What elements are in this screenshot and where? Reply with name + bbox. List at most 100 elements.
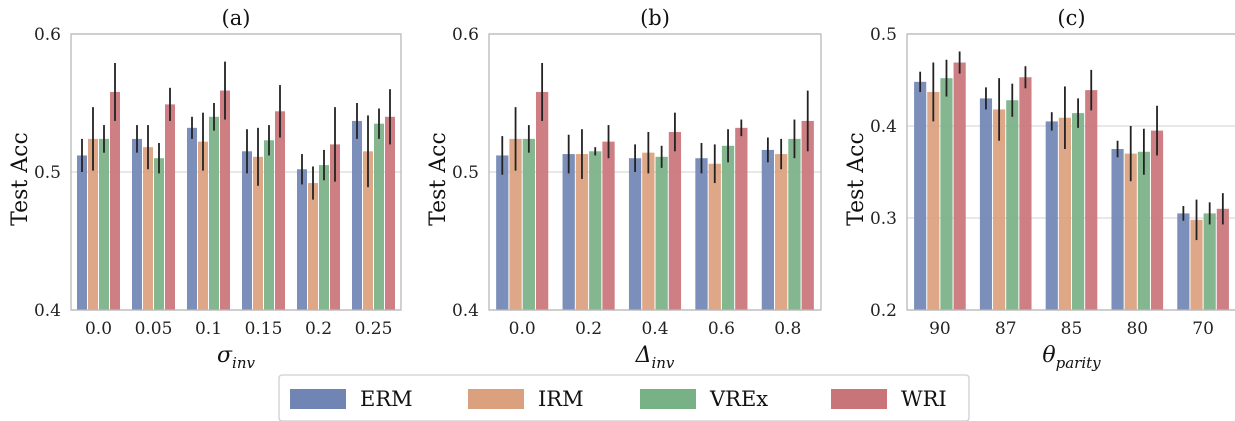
bar-wri-85 [1085,90,1098,311]
y-tick-label: 0.3 [870,209,897,229]
bar-erm-0.25 [352,120,362,310]
bar-irm-0.4 [642,152,655,310]
y-axis-label: Test Acc [426,132,451,226]
bar-vrex-0.6 [721,145,735,310]
axes-frame [70,33,402,311]
bar-erm-0.1 [187,127,197,310]
y-tick-label: 0.4 [870,117,897,137]
legend-box [278,374,970,421]
bar-vrex-0.4 [655,156,668,310]
x-tick-label: 0.2 [305,319,332,339]
bar-wri-0.15 [275,111,285,310]
panel-1: 0.4 0.5 0.6 0.0 0.05 0.1 0.15 0.2 0.25 (a) Test Ac… [8,6,402,372]
bar-vrex-0.8 [788,138,801,310]
bar-wri-80 [1150,130,1164,310]
bar-erm-70 [1177,213,1190,310]
x-tick-label: 0.25 [355,319,393,339]
bar-vrex-0.15 [264,140,274,310]
bar-vrex-0.05 [154,158,164,310]
bar-erm-0.0 [77,155,87,310]
x-axis-label-base: Δ [635,343,652,368]
bar-wri-0.05 [165,104,175,310]
bar-wri-87 [1019,77,1032,311]
bar-erm-90 [914,81,927,310]
bar-erm-85 [1045,121,1058,311]
bar-vrex-0.25 [374,123,384,310]
bar-wri-0.0 [110,91,120,311]
panel-3: 0.2 0.3 0.4 0.5 90 87 85 80 70 (c) Test Acc θparity [844,6,1235,372]
bar-vrex-0.2 [589,151,602,310]
y-tick-label: 0.2 [870,301,897,321]
bar-irm-0.2 [308,183,318,310]
bar-wri-0.0 [535,91,549,311]
panel-title: (b) [640,6,670,30]
x-axis-label: Δinv [635,343,675,372]
bar-wri-0.4 [668,131,682,310]
bar-erm-0.2 [562,154,575,310]
bar-erm-80 [1111,149,1124,310]
bar-vrex-80 [1137,151,1150,310]
bar-irm-87 [993,109,1006,310]
x-axis-label-sub: inv [232,354,255,372]
bar-wri-0.1 [220,90,230,310]
bar-vrex-90 [940,78,953,310]
axes-frame [488,33,822,311]
y-axis-label: Test Acc [8,132,33,226]
x-axis-label-sub: parity [1056,354,1102,372]
bar-wri-0.2 [602,141,615,310]
panel-title: (a) [222,6,251,30]
bar-irm-0.1 [198,141,208,310]
panel-title: (c) [1057,6,1085,30]
bar-irm-0.25 [363,151,373,310]
bar-erm-87 [979,98,993,311]
x-axis-label-base: θ [1042,343,1055,368]
y-tick-label: 0.4 [452,301,479,321]
bar-erm-0.6 [695,158,708,310]
legend-swatch-irm [468,389,524,409]
bar-irm-85 [1058,117,1071,310]
y-axis-label: Test Acc [844,132,869,226]
bar-vrex-0.0 [522,138,535,310]
bar-irm-80 [1124,153,1137,310]
x-tick-label: 80 [1126,319,1148,339]
bar-wri-0.2 [330,144,340,310]
bar-erm-0.15 [242,151,252,310]
bar-irm-90 [927,91,940,311]
bar-irm-0.0 [509,138,522,310]
axes-frame [906,33,1235,311]
y-tick-label: 0.5 [870,25,897,45]
y-tick-label: 0.6 [452,25,479,45]
x-tick-label: 87 [995,319,1017,339]
x-tick-label: 70 [1192,319,1214,339]
y-tick-label: 0.5 [34,163,61,183]
bar-vrex-0.0 [99,138,109,310]
panel-2: 0.4 0.5 0.6 0.0 0.2 0.4 0.6 0.8 (b) Test Acc Δinv [426,6,822,372]
x-tick-label: 0.6 [708,319,735,339]
bar-irm-0.0 [88,138,98,310]
x-tick-label: 0.0 [85,319,112,339]
bar-erm-0.05 [132,138,142,310]
x-tick-label: 90 [929,319,951,339]
y-tick-label: 0.4 [34,301,61,321]
legend-label-erm: ERM [360,387,413,411]
bar-irm-70 [1190,219,1203,310]
legend-swatch-erm [290,389,346,409]
x-tick-label: 0.15 [245,319,283,339]
bar-irm-0.05 [143,147,153,310]
bar-wri-0.8 [801,120,814,310]
legend-swatch-vrex [640,389,696,409]
legend: ERM IRM VREx WRI [278,374,970,421]
bar-wri-0.25 [385,116,395,310]
bar-irm-0.8 [775,154,788,310]
legend-label-vrex: VREx [709,387,768,411]
legend-label-wri: WRI [901,387,947,411]
x-tick-label: 0.2 [575,319,602,339]
x-axis-label-base: σ [217,343,233,368]
y-tick-label: 0.5 [452,163,479,183]
x-tick-label: 0.8 [774,319,801,339]
bar-wri-90 [953,62,966,310]
x-axis-label-sub: inv [651,354,674,372]
x-axis-label: θparity [1042,343,1101,372]
bar-erm-0.8 [761,149,775,310]
